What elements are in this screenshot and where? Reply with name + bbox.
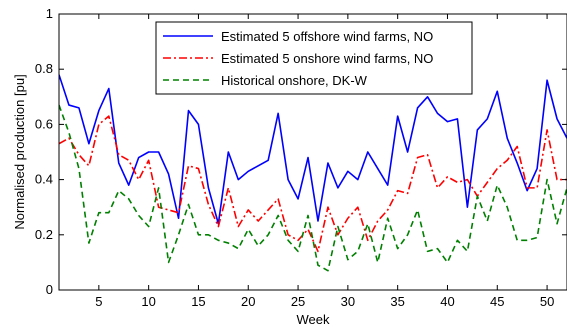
x-tick-label: 30 bbox=[341, 294, 355, 309]
x-tick-label: 50 bbox=[540, 294, 554, 309]
y-tick-label: 0.6 bbox=[35, 116, 53, 131]
x-axis-label: Week bbox=[297, 312, 330, 327]
ticks-layer: 5 10 15 20 25 30 35 40 45 50 0 0.2 0.4 0.6 0.8 1 bbox=[35, 6, 567, 309]
x-tick-label: 45 bbox=[490, 294, 504, 309]
y-axis-label: Normalised production [pu] bbox=[12, 74, 27, 229]
legend: Estimated 5 offshore wind farms, NO Estim… bbox=[155, 21, 473, 95]
x-tick-label: 5 bbox=[95, 294, 102, 309]
y-tick-label: 0.2 bbox=[35, 227, 53, 242]
legend-label-1: Estimated 5 offshore wind farms, NO bbox=[221, 29, 433, 44]
y-tick-label: 0.4 bbox=[35, 172, 53, 187]
series-line-1 bbox=[59, 74, 567, 225]
legend-box bbox=[155, 21, 473, 95]
x-tick-label: 20 bbox=[241, 294, 255, 309]
x-tick-label: 40 bbox=[440, 294, 454, 309]
x-tick-label: 25 bbox=[291, 294, 305, 309]
y-tick-label: 1 bbox=[46, 6, 53, 21]
x-tick-label: 15 bbox=[191, 294, 205, 309]
plot-frame bbox=[58, 13, 567, 291]
legend-label-3: Historical onshore, DK-W bbox=[221, 73, 368, 88]
series-line-2 bbox=[59, 115, 567, 253]
y-tick-label: 0 bbox=[46, 282, 53, 297]
x-tick-label: 35 bbox=[390, 294, 404, 309]
legend-label-2: Estimated 5 onshore wind farms, NO bbox=[221, 51, 433, 66]
series-layer bbox=[59, 74, 567, 272]
y-tick-label: 0.8 bbox=[35, 61, 53, 76]
x-tick-label: 10 bbox=[141, 294, 155, 309]
